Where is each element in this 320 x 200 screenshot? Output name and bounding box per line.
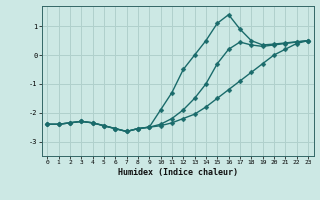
X-axis label: Humidex (Indice chaleur): Humidex (Indice chaleur) xyxy=(118,168,237,177)
